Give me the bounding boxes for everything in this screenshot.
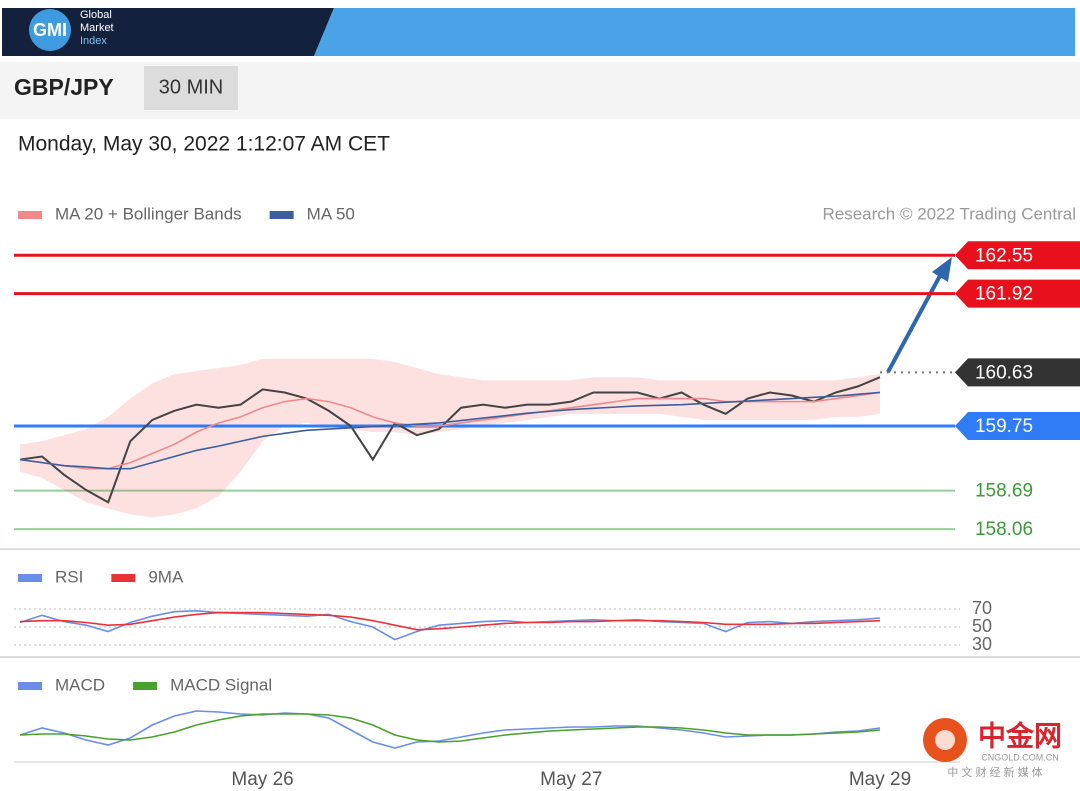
x-tick-label: May 26: [231, 769, 293, 790]
header-dark: [2, 8, 334, 56]
legend-swatch: [269, 211, 294, 219]
level-box: [955, 279, 1080, 308]
series-line: [19, 710, 881, 749]
watermark: CNGOLD.COM.CN: [981, 752, 1059, 762]
legend-swatch: [18, 211, 42, 219]
x-tick-label: May 29: [849, 769, 911, 790]
legend-swatch: [133, 682, 158, 690]
level-label: 160.63: [975, 362, 1033, 383]
series-line: [19, 611, 881, 631]
interval-button[interactable]: [144, 66, 238, 110]
legend-label: MA 20 + Bollinger Bands: [55, 204, 242, 223]
x-tick-label: May 27: [540, 769, 602, 790]
legend-label: MACD Signal: [170, 675, 272, 694]
logo-text: GMI: [33, 20, 67, 40]
timestamp: Monday, May 30, 2022 1:12:07 AM CET: [18, 133, 390, 156]
legend-label: RSI: [55, 567, 83, 586]
legend-swatch: [18, 574, 42, 582]
legend-swatch: [111, 574, 136, 582]
series-line: [19, 391, 881, 470]
level-label: 159.75: [975, 416, 1033, 437]
watermark-logo: [935, 730, 955, 750]
level-label: 161.92: [975, 284, 1033, 305]
watermark: 中 文 财 经 新 媒 体: [947, 765, 1042, 779]
source: Research © 2022 Trading Central: [823, 204, 1077, 223]
level-label: 162.55: [975, 245, 1033, 266]
level-label: 158.69: [975, 481, 1033, 502]
brand: Index: [80, 35, 107, 47]
price-line: [19, 376, 881, 504]
legend-swatch: [18, 682, 42, 690]
arrow-head: [932, 257, 952, 282]
level-label: 158.06: [975, 519, 1033, 540]
watermark: 中金网: [978, 719, 1062, 751]
symbol: GBP/JPY: [14, 74, 114, 100]
series-line: [19, 609, 881, 641]
y-tick-label: 30: [972, 634, 992, 654]
interval: 30 MIN: [159, 76, 223, 98]
level-box: [955, 358, 1080, 387]
y-tick-label: 50: [972, 616, 992, 636]
series-line: [19, 713, 881, 743]
brand: Global: [80, 9, 112, 21]
header-bar: [314, 8, 1075, 56]
projection-arrow: [886, 271, 944, 373]
y-tick-label: 70: [972, 598, 992, 618]
legend-label: MACD: [55, 675, 105, 694]
bollinger-band: [20, 358, 880, 518]
legend-label: 9MA: [148, 567, 184, 586]
brand: Market: [80, 22, 114, 34]
level-box: [955, 241, 1080, 270]
level-box: [955, 412, 1080, 441]
logo[interactable]: [29, 9, 71, 51]
legend-label: MA 50: [307, 204, 355, 223]
